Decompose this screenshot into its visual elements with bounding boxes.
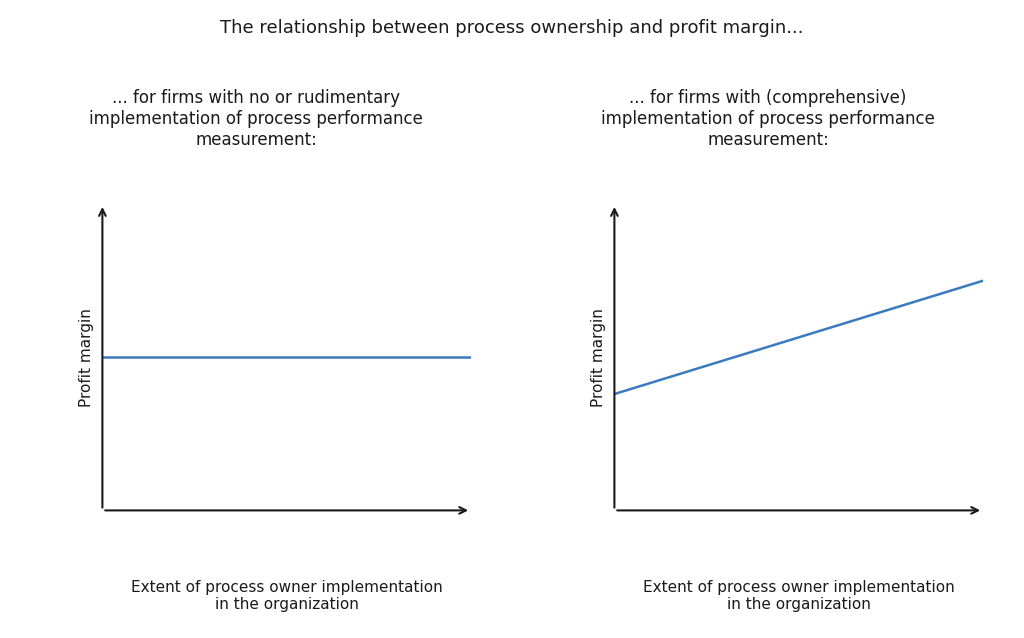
Text: Extent of process owner implementation
in the organization: Extent of process owner implementation i… [131, 580, 442, 612]
Text: Extent of process owner implementation
in the organization: Extent of process owner implementation i… [643, 580, 954, 612]
Text: The relationship between process ownership and profit margin...: The relationship between process ownersh… [220, 19, 804, 37]
Y-axis label: Profit margin: Profit margin [591, 308, 606, 406]
Text: ... for firms with (comprehensive)
implementation of process performance
measure: ... for firms with (comprehensive) imple… [601, 89, 935, 149]
Text: ... for firms with no or rudimentary
implementation of process performance
measu: ... for firms with no or rudimentary imp… [89, 89, 423, 149]
Y-axis label: Profit margin: Profit margin [79, 308, 94, 406]
